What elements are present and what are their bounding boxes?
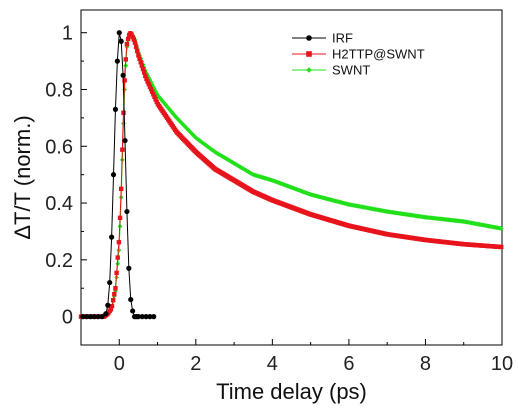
data-point [118, 216, 122, 220]
data-point [107, 280, 112, 285]
data-point [103, 311, 108, 316]
x-tick-label: 4 [267, 353, 278, 375]
data-point [121, 73, 126, 78]
data-point [128, 297, 133, 302]
y-tick-label: 0.4 [45, 193, 73, 215]
data-point [125, 42, 129, 46]
legend-item: IRF [292, 31, 353, 46]
legend-item: SWNT [292, 63, 370, 78]
x-tick-label: 6 [343, 353, 354, 375]
data-point [133, 40, 137, 44]
data-point [109, 235, 114, 240]
y-tick-label: 0.2 [45, 250, 73, 272]
data-point [119, 39, 124, 44]
data-point [499, 245, 503, 249]
data-point [119, 187, 123, 191]
x-tick-label: 2 [190, 353, 201, 375]
y-tick-label: 0.6 [45, 136, 73, 158]
legend-marker [306, 35, 312, 41]
data-point [111, 298, 115, 302]
data-point [111, 172, 116, 177]
data-point [117, 240, 121, 244]
legend-marker [306, 51, 312, 57]
data-point [130, 308, 135, 313]
y-axis-label: ΔT/T (norm.) [10, 115, 35, 239]
legend-marker [306, 67, 312, 73]
data-point [151, 314, 156, 319]
data-point [121, 111, 125, 115]
data-point [114, 271, 118, 275]
data-point [117, 30, 122, 35]
legend-item: H2TTP@SWNT [292, 47, 425, 62]
x-axis-label: Time delay (ps) [216, 379, 367, 404]
y-tick-label: 1 [62, 23, 73, 45]
data-point [115, 59, 120, 64]
data-point [126, 37, 130, 41]
x-tick-label: 10 [491, 353, 513, 375]
data-point [113, 286, 117, 290]
y-tick-label: 0 [62, 307, 73, 329]
plot-frame [81, 10, 502, 345]
data-point [110, 304, 114, 308]
data-point [135, 49, 139, 53]
legend-label: IRF [332, 31, 353, 46]
data-point [124, 209, 129, 214]
y-tick-label: 0.8 [45, 79, 73, 101]
data-point [126, 266, 131, 271]
data-point [113, 107, 118, 112]
series-h2ttp-swnt [79, 31, 504, 319]
data-point [116, 255, 120, 259]
data-point [112, 292, 116, 296]
x-tick-label: 0 [114, 353, 125, 375]
x-axis-ticks: 0 2 4 6 8 10 [81, 339, 513, 375]
series-layer [79, 30, 504, 319]
legend-label: SWNT [332, 63, 370, 78]
legend-label: H2TTP@SWNT [332, 47, 425, 62]
data-point [134, 45, 138, 49]
data-point [105, 303, 110, 308]
x-tick-label: 8 [420, 353, 431, 375]
data-point [120, 147, 124, 151]
data-point [124, 57, 128, 61]
data-point [122, 138, 127, 143]
